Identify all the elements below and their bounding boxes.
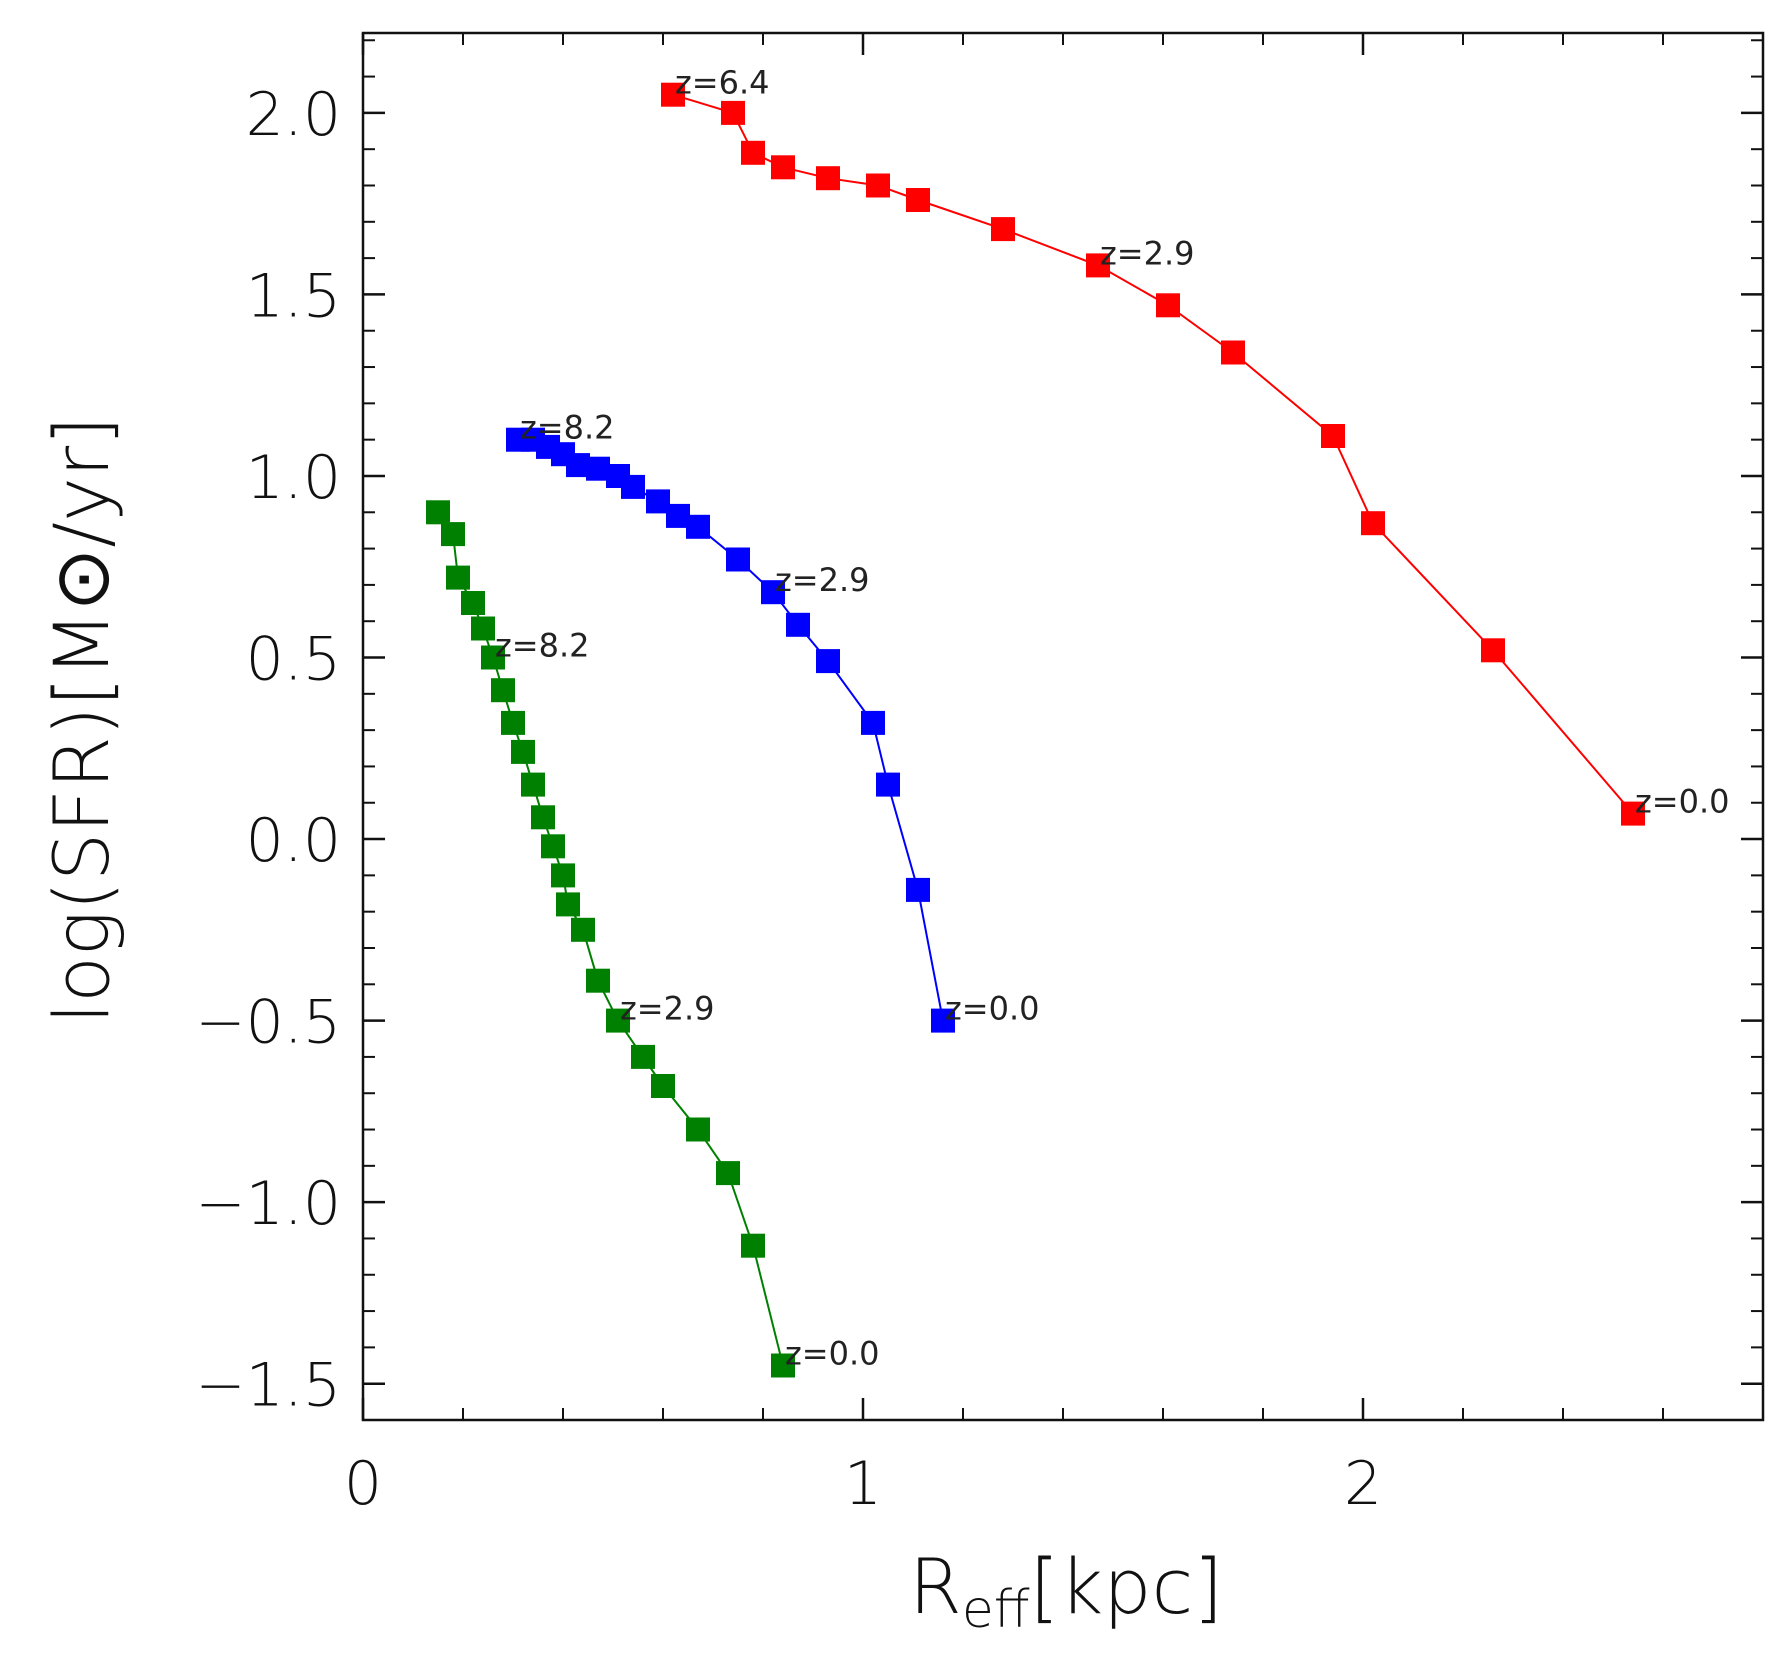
annotation-blue: z=8.2	[520, 409, 615, 447]
series-red	[661, 82, 1645, 826]
x-tick-label: 1	[844, 1449, 882, 1519]
x-axis-label: Reff[kpc]	[909, 1542, 1223, 1640]
data-point-blue	[931, 1008, 955, 1033]
data-point-red	[816, 166, 840, 191]
data-point-green	[571, 917, 595, 942]
annotation-green: z=0.0	[785, 1335, 880, 1373]
annotation-red: z=6.4	[675, 64, 770, 102]
tick-labels: 0 1 2 2.0 1.5 1.0 0.5 0.0 −0.5 −1.0 −1.5	[195, 80, 1382, 1519]
x-tick-label: 2	[1344, 1449, 1382, 1519]
data-point-red	[771, 155, 795, 180]
data-point-green	[771, 1353, 795, 1378]
x-tick-label: 0	[344, 1449, 382, 1519]
data-point-green	[501, 710, 525, 735]
data-point-red	[1621, 801, 1645, 826]
plot-frame	[361, 31, 1765, 1422]
annotation-red: z=0.0	[1635, 783, 1730, 821]
y-axis-label-sun-symbol: ⊙	[37, 548, 126, 612]
data-point-blue	[861, 710, 885, 735]
y-axis-label-unit: /yr]	[37, 416, 126, 547]
y-tick-label: 1.0	[246, 443, 341, 513]
annotation-green: z=2.9	[620, 990, 715, 1028]
data-point-green	[426, 500, 450, 525]
y-tick-label: −1.0	[195, 1169, 341, 1239]
data-point-blue	[761, 580, 785, 605]
data-point-green	[491, 678, 515, 703]
major-ticks	[361, 33, 1763, 1420]
annotation-layer: z=6.4 z=2.9 z=0.0 z=8.2 z=2.9 z=0.0 z=8.2 z=2.9…	[495, 64, 1730, 1373]
y-tick-label: 1.5	[246, 261, 341, 331]
data-point-green	[446, 565, 470, 590]
data-point-red	[721, 100, 745, 125]
minor-ticks	[363, 33, 1764, 1421]
series-green	[426, 500, 795, 1378]
data-point-green	[606, 1008, 630, 1033]
data-point-blue	[686, 514, 710, 539]
annotation-red: z=2.9	[1100, 234, 1195, 272]
y-tick-label: 2.0	[246, 80, 341, 150]
annotation-blue: z=2.9	[775, 561, 870, 599]
data-point-red	[991, 217, 1015, 242]
data-point-blue	[876, 772, 900, 797]
data-point-green	[551, 863, 575, 888]
data-point-red	[1086, 253, 1110, 278]
data-point-blue	[726, 547, 750, 572]
data-point-red	[1221, 340, 1245, 365]
data-point-red	[866, 173, 890, 198]
data-point-blue	[786, 612, 810, 637]
data-point-red	[1361, 511, 1385, 536]
data-point-green	[586, 968, 610, 993]
y-axis-label-main: log(SFR)[M	[37, 611, 126, 1024]
data-point-green	[481, 645, 505, 670]
data-point-green	[686, 1117, 710, 1142]
x-axis-label-subscript: eff	[962, 1580, 1030, 1640]
annotation-green: z=8.2	[495, 627, 590, 665]
data-point-red	[1321, 424, 1345, 448]
data-point-green	[441, 522, 465, 547]
y-tick-label: −0.5	[195, 988, 341, 1058]
series-layer	[426, 82, 1645, 1378]
data-point-red	[906, 188, 930, 212]
data-point-green	[631, 1044, 655, 1069]
data-point-green	[556, 892, 580, 917]
series-blue	[506, 427, 955, 1033]
data-point-green	[541, 834, 565, 859]
data-point-green	[511, 739, 535, 764]
data-point-green	[531, 805, 555, 830]
data-point-blue	[621, 474, 645, 499]
y-tick-label: 0.0	[246, 806, 341, 876]
data-point-green	[521, 772, 545, 797]
annotation-blue: z=0.0	[945, 990, 1040, 1028]
y-tick-label: 0.5	[246, 625, 341, 695]
data-point-green	[716, 1161, 740, 1186]
data-point-red	[661, 82, 685, 107]
data-point-red	[741, 140, 765, 165]
data-point-red	[1156, 293, 1180, 318]
data-point-green	[651, 1074, 675, 1098]
data-point-red	[1481, 638, 1505, 663]
y-axis-label: log(SFR)[M⊙/yr]	[37, 416, 126, 1024]
data-point-blue	[906, 877, 930, 902]
y-tick-label: −1.5	[195, 1351, 341, 1421]
data-point-green	[461, 591, 485, 615]
data-point-blue	[816, 649, 840, 674]
x-axis-label-unit: [kpc]	[1030, 1542, 1223, 1631]
x-axis-label-main: R	[909, 1542, 962, 1631]
data-point-green	[471, 616, 495, 641]
data-point-green	[741, 1233, 765, 1258]
